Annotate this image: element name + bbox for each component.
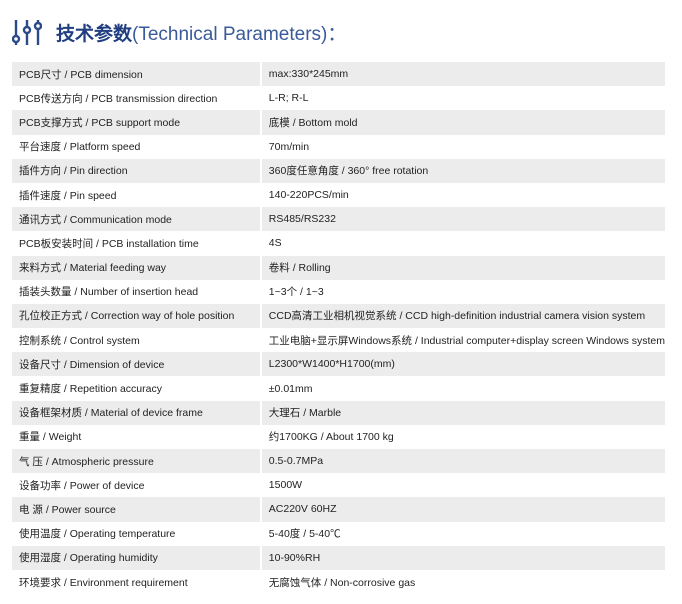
parameter-value: L-R; R-L [268, 92, 309, 105]
parameter-name: 设备框架材质 / Material of device frame [12, 400, 262, 425]
table-row: 设备功率 / Power of device 1500W [12, 473, 665, 498]
table-row: 使用湿度 / Operating humidity 10-90%RH [12, 545, 665, 570]
parameter-value: 1~3个 / 1~3 [268, 286, 324, 299]
section-title: 技术参数(Technical Parameters)： [56, 19, 346, 46]
parameter-value: 底模 / Bottom mold [260, 110, 665, 135]
parameter-name: 孔位校正方式 / Correction way of hole position [12, 303, 262, 329]
table-row: 重量 / Weight 约1700KG / About 1700 kg [12, 424, 665, 449]
sliders-icon [12, 20, 42, 45]
parameter-value: ±0.01mm [268, 382, 313, 395]
parameter-name: 重量 / Weight [12, 424, 262, 449]
parameter-name: 来料方式 / Material feeding way [12, 255, 262, 280]
table-row: 插装头数量 / Number of insertion head 1~3个 / 1… [12, 279, 665, 304]
table-row: 设备尺寸 / Dimension of device L2300*W1400*H1… [12, 352, 665, 377]
title-cn: 技术参数 [56, 23, 133, 45]
table-row: 气 压 / Atmospheric pressure 0.5-0.7MPa [12, 449, 665, 474]
parameter-value: 工业电脑+显示屏Windows系统 / Industrial computer+… [268, 334, 665, 347]
parameter-name: 插件速度 / Pin speed [12, 182, 262, 208]
parameter-value: 卷料 / Rolling [260, 255, 665, 280]
table-row: PCB尺寸 / PCB dimension max:330*245mm [12, 62, 665, 87]
table-row: PCB支撑方式 / PCB support mode 底模 / Bottom mo… [12, 110, 665, 135]
parameter-value: 0.5-0.7MPa [260, 449, 665, 474]
parameter-name: PCB支撑方式 / PCB support mode [12, 110, 262, 135]
table-row: PCB传送方向 / PCB transmission direction L-R;… [12, 86, 665, 111]
parameter-value: 大理石 / Marble [260, 400, 665, 425]
parameter-value: 70m/min [268, 140, 310, 153]
parameter-value: 1500W [268, 479, 303, 492]
parameter-name: 平台速度 / Platform speed [12, 134, 262, 159]
parameter-name: 电 源 / Power source [12, 497, 262, 522]
table-row: 插件速度 / Pin speed 140-220PCS/min [12, 182, 665, 208]
parameter-name: 环境要求 / Environment requirement [12, 569, 262, 595]
table-row: 平台速度 / Platform speed 70m/min [12, 134, 665, 159]
parameter-name: 使用温度 / Operating temperature [12, 521, 262, 546]
table-row: 插件方向 / Pin direction 360度任意角度 / 360° free… [12, 158, 665, 183]
parameter-name: 插件方向 / Pin direction [12, 158, 262, 183]
parameter-value: 5-40度 / 5-40℃ [268, 528, 341, 541]
parameter-value: max:330*245mm [260, 62, 665, 87]
parameter-name: 气 压 / Atmospheric pressure [12, 449, 262, 474]
table-row: 使用温度 / Operating temperature 5-40度 / 5-40… [12, 521, 665, 546]
table-row: 来料方式 / Material feeding way 卷料 / Rolling [12, 255, 665, 280]
parameter-value: 4S [268, 237, 282, 250]
parameter-name: PCB传送方向 / PCB transmission direction [12, 86, 262, 111]
parameter-value: 无腐蚀气体 / Non-corrosive gas [268, 576, 416, 589]
parameter-name: 通讯方式 / Communication mode [12, 207, 262, 232]
parameter-value: 360度任意角度 / 360° free rotation [260, 158, 665, 183]
parameter-name: 插装头数量 / Number of insertion head [12, 279, 262, 304]
parameter-name: 使用湿度 / Operating humidity [12, 545, 262, 570]
parameter-value: AC220V 60HZ [260, 497, 665, 522]
parameter-name: PCB尺寸 / PCB dimension [12, 62, 262, 87]
parameter-name: 设备尺寸 / Dimension of device [12, 352, 262, 377]
parameter-value: CCD高清工业相机视觉系统 / CCD high-definition indu… [260, 303, 665, 329]
parameter-name: 设备功率 / Power of device [12, 473, 262, 498]
section-header: 技术参数(Technical Parameters)： [12, 14, 346, 50]
table-row: PCB板安装时间 / PCB installation time 4S [12, 231, 665, 256]
parameter-value: 10-90%RH [260, 545, 665, 570]
parameter-value: 140-220PCS/min [268, 189, 349, 202]
table-row: 控制系统 / Control system 工业电脑+显示屏Windows系统 /… [12, 328, 665, 353]
parameter-value: 约1700KG / About 1700 kg [268, 431, 394, 444]
table-row: 孔位校正方式 / Correction way of hole position… [12, 303, 665, 329]
table-row: 电 源 / Power source AC220V 60HZ [12, 497, 665, 522]
parameter-value: RS485/RS232 [260, 207, 665, 232]
parameters-table: PCB尺寸 / PCB dimension max:330*245mm PCB传送方… [12, 62, 665, 595]
table-row: 环境要求 / Environment requirement 无腐蚀气体 / No… [12, 569, 665, 595]
table-row: 设备框架材质 / Material of device frame 大理石 / M… [12, 400, 665, 425]
parameter-name: 控制系统 / Control system [12, 328, 262, 353]
title-en: (Technical Parameters)： [132, 23, 347, 45]
table-row: 通讯方式 / Communication mode RS485/RS232 [12, 207, 665, 232]
parameter-value: L2300*W1400*H1700(mm) [260, 352, 665, 377]
table-row: 重复精度 / Repetition accuracy ±0.01mm [12, 376, 665, 401]
parameter-name: PCB板安装时间 / PCB installation time [12, 231, 262, 256]
parameter-name: 重复精度 / Repetition accuracy [12, 376, 262, 401]
